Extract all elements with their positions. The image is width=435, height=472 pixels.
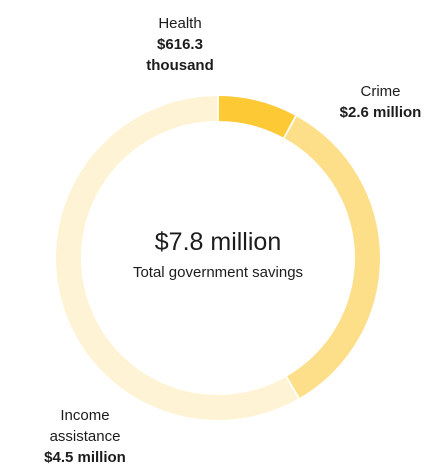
donut-slice-income-assistance bbox=[55, 96, 299, 421]
slice-label-name: Crime bbox=[360, 83, 401, 100]
slice-label-value: $2.6 million bbox=[339, 104, 422, 121]
center-total-value: $7.8 million bbox=[154, 228, 282, 256]
center-total-label: Total government savings bbox=[132, 264, 304, 281]
slice-label-value-line: $616.3 bbox=[157, 36, 203, 53]
slice-label-name-line: assistance bbox=[49, 428, 121, 445]
donut-slice-health bbox=[218, 96, 296, 138]
slice-label-name: Health bbox=[158, 15, 202, 32]
slice-label-crime: Crime $2.6 million bbox=[318, 81, 435, 123]
slice-label-income-assistance: Income assistance $4.5 million bbox=[20, 405, 150, 468]
slice-label-health: Health $616.3 thousand bbox=[120, 13, 240, 76]
slice-label-value-line: thousand bbox=[146, 57, 214, 74]
slice-label-value: $4.5 million bbox=[44, 449, 126, 466]
donut-slice-crime bbox=[284, 116, 380, 398]
slice-label-name-line: Income bbox=[60, 407, 110, 424]
